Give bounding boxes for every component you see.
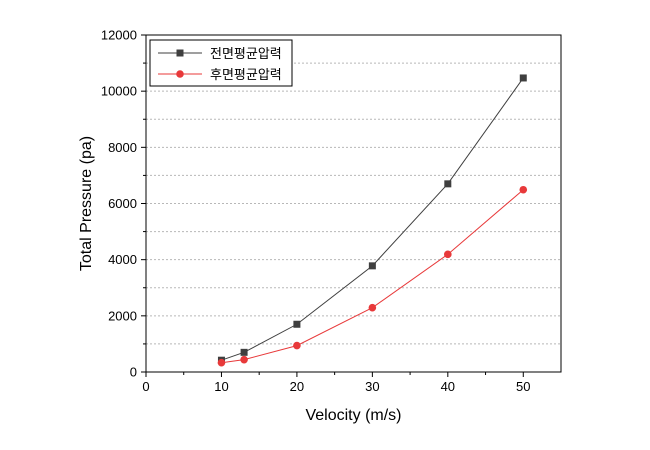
data-point bbox=[368, 262, 376, 270]
legend-label: 후면평균압력 bbox=[210, 68, 282, 83]
y-axis: 0 2000 4000 6000 8000 10000 12000 bbox=[101, 28, 146, 380]
data-point bbox=[240, 348, 248, 356]
x-tick-label: 10 bbox=[214, 379, 228, 394]
series-1 bbox=[217, 74, 527, 364]
y-tick-label: 2000 bbox=[108, 308, 137, 323]
x-tick-label: 30 bbox=[365, 379, 379, 394]
data-point bbox=[519, 74, 527, 82]
data-point bbox=[293, 320, 301, 328]
series-line bbox=[221, 189, 524, 364]
series-2 bbox=[217, 185, 528, 367]
y-tick-label: 4000 bbox=[108, 252, 137, 267]
y-axis-title: Total Pressure (pa) bbox=[78, 136, 95, 271]
x-axis: 0 10 20 30 40 50 bbox=[142, 372, 531, 394]
grid bbox=[146, 62, 561, 345]
data-point bbox=[217, 358, 226, 367]
y-tick-label: 12000 bbox=[101, 28, 137, 43]
data-point bbox=[293, 341, 301, 350]
series-line bbox=[221, 77, 524, 361]
y-tick-label: 8000 bbox=[108, 140, 137, 155]
series-layer bbox=[217, 74, 528, 367]
y-tick-label: 0 bbox=[130, 365, 137, 380]
data-point bbox=[240, 355, 248, 364]
legend-item: 전면평균압력 bbox=[158, 47, 282, 62]
x-tick-label: 50 bbox=[516, 379, 530, 394]
x-axis-title: Velocity (m/s) bbox=[305, 407, 401, 424]
legend-marker bbox=[176, 49, 184, 57]
data-point bbox=[519, 185, 528, 194]
data-point bbox=[368, 303, 377, 312]
legend-label: 전면평균압력 bbox=[210, 47, 282, 62]
x-tick-label: 20 bbox=[290, 379, 304, 394]
y-tick-label: 10000 bbox=[101, 84, 137, 99]
legend-box bbox=[149, 39, 293, 87]
legend-item: 후면평균압력 bbox=[158, 68, 282, 83]
data-point bbox=[444, 180, 452, 188]
data-point bbox=[444, 250, 452, 259]
x-tick-label: 40 bbox=[441, 379, 455, 394]
x-tick-label: 0 bbox=[142, 379, 149, 394]
y-tick-label: 6000 bbox=[108, 196, 137, 211]
legend-marker bbox=[176, 70, 184, 78]
